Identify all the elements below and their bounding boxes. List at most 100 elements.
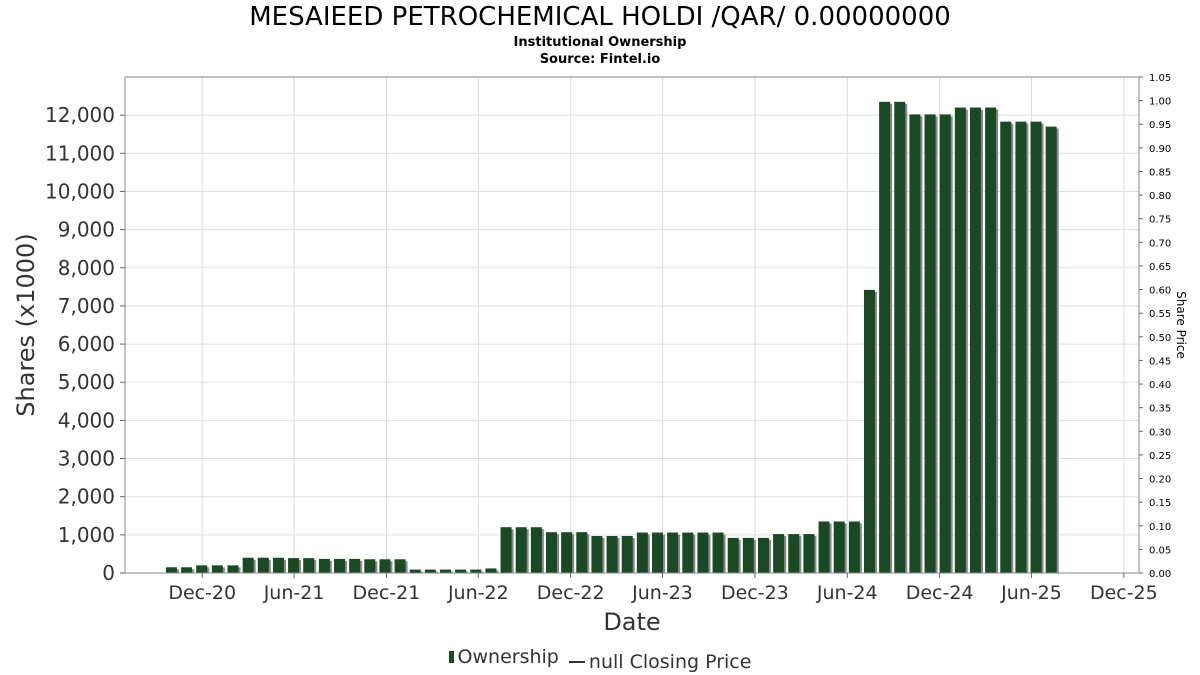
ownership-bar[interactable] bbox=[364, 559, 376, 573]
ownership-bar[interactable] bbox=[969, 107, 981, 574]
ownership-bar[interactable] bbox=[863, 289, 875, 573]
y-axis: 0 1,000 2,000 3,000 4,000 5,000 6,000 7,000 8,00… bbox=[45, 103, 125, 585]
y2-tick-label: 0.50 bbox=[1149, 333, 1171, 344]
y2-axis: 0.00 0.05 0.10 0.15 0.20 0.25 0.30 0.35 0.40 0.45… bbox=[1139, 73, 1171, 580]
y-tick-label: 7,000 bbox=[58, 294, 115, 318]
ownership-bar[interactable] bbox=[773, 534, 785, 573]
legend-closing-price[interactable]: null Closing Price bbox=[568, 651, 751, 673]
ownership-bar[interactable] bbox=[530, 527, 542, 573]
ownership-bar[interactable] bbox=[818, 521, 830, 573]
y2-tick-label: 0.65 bbox=[1149, 262, 1171, 273]
x-tick-label: Dec-22 bbox=[537, 582, 605, 604]
x-tick-label: Jun-21 bbox=[263, 582, 325, 604]
ownership-bar[interactable] bbox=[318, 558, 330, 573]
ownership-bar[interactable] bbox=[651, 532, 663, 573]
y-tick-label: 9,000 bbox=[58, 218, 115, 242]
ownership-bar[interactable] bbox=[667, 532, 679, 573]
y2-tick-label: 1.05 bbox=[1149, 73, 1171, 84]
ownership-bar[interactable] bbox=[1015, 121, 1027, 573]
y2-tick-label: 0.05 bbox=[1149, 545, 1171, 556]
y-tick-label: 5,000 bbox=[58, 370, 115, 394]
closing-price-swatch bbox=[568, 661, 585, 663]
x-tick-label: Dec-24 bbox=[906, 582, 974, 604]
y2-tick-label: 0.40 bbox=[1149, 380, 1171, 391]
ownership-bar[interactable] bbox=[788, 534, 800, 573]
x-tick-label: Dec-21 bbox=[353, 582, 421, 604]
x-tick-label: Jun-25 bbox=[1000, 582, 1062, 604]
chart-title: MESAIEED PETROCHEMICAL HOLDI /QAR/ 0.000… bbox=[249, 2, 951, 32]
ownership-bar[interactable] bbox=[576, 532, 588, 573]
ownership-bar[interactable] bbox=[196, 565, 208, 573]
y2-tick-label: 0.25 bbox=[1149, 451, 1171, 462]
y2-tick-label: 0.80 bbox=[1149, 191, 1171, 202]
ownership-bar[interactable] bbox=[424, 569, 436, 573]
y2-axis-label: Share Price bbox=[1174, 291, 1188, 359]
ownership-bar[interactable] bbox=[242, 557, 254, 573]
ownership-bar[interactable] bbox=[606, 535, 618, 573]
ownership-bar[interactable] bbox=[924, 114, 936, 573]
ownership-bar[interactable] bbox=[939, 114, 951, 573]
y2-tick-label: 0.60 bbox=[1149, 286, 1171, 297]
ownership-bar[interactable] bbox=[303, 558, 315, 573]
y-tick-label: 6,000 bbox=[58, 332, 115, 356]
y2-tick-label: 0.95 bbox=[1149, 120, 1171, 131]
ownership-bar[interactable] bbox=[712, 532, 724, 573]
y-tick-label: 3,000 bbox=[58, 447, 115, 471]
ownership-bar[interactable] bbox=[894, 101, 906, 574]
ownership-bar[interactable] bbox=[515, 527, 527, 573]
y2-tick-label: 0.20 bbox=[1149, 475, 1171, 486]
ownership-bar[interactable] bbox=[757, 537, 769, 573]
ownership-bar[interactable] bbox=[409, 569, 421, 573]
ownership-bar[interactable] bbox=[909, 114, 921, 573]
ownership-bar[interactable] bbox=[272, 557, 284, 573]
ownership-bar[interactable] bbox=[211, 565, 223, 573]
y2-tick-label: 0.30 bbox=[1149, 427, 1171, 438]
ownership-bar[interactable] bbox=[682, 532, 694, 573]
plot-area bbox=[124, 76, 1140, 574]
ownership-bar[interactable] bbox=[485, 568, 497, 573]
ownership-bar[interactable] bbox=[334, 558, 346, 573]
ownership-bar[interactable] bbox=[742, 537, 754, 573]
ownership-bar[interactable] bbox=[803, 534, 815, 573]
ownership-bar[interactable] bbox=[1045, 126, 1057, 573]
ownership-bar[interactable] bbox=[591, 535, 603, 573]
x-tick-label: Dec-20 bbox=[168, 582, 236, 604]
y2-tick-label: 0.00 bbox=[1149, 569, 1171, 580]
y-tick-label: 11,000 bbox=[45, 141, 115, 165]
ownership-bar[interactable] bbox=[181, 567, 193, 573]
y2-tick-label: 0.10 bbox=[1149, 522, 1171, 533]
ownership-bar[interactable] bbox=[257, 557, 269, 573]
ownership-bar[interactable] bbox=[848, 521, 860, 573]
ownership-bar[interactable] bbox=[379, 559, 391, 573]
x-axis-label: Date bbox=[603, 608, 660, 636]
ownership-bar[interactable] bbox=[1000, 121, 1012, 573]
y2-tick-label: 0.35 bbox=[1149, 404, 1171, 415]
legend: Ownership null Closing Price bbox=[0, 646, 1200, 673]
ownership-bar[interactable] bbox=[470, 569, 482, 573]
ownership-bar[interactable] bbox=[500, 527, 512, 573]
ownership-bar[interactable] bbox=[561, 532, 573, 573]
legend-ownership[interactable]: Ownership bbox=[448, 646, 559, 668]
ownership-bar[interactable] bbox=[227, 565, 239, 573]
ownership-bar[interactable] bbox=[440, 569, 452, 573]
ownership-bar[interactable] bbox=[545, 532, 557, 573]
ownership-bar[interactable] bbox=[621, 535, 633, 573]
ownership-bar[interactable] bbox=[1030, 121, 1042, 573]
bar-series bbox=[165, 101, 1059, 574]
ownership-swatch bbox=[448, 651, 454, 663]
ownership-bar[interactable] bbox=[349, 558, 361, 573]
ownership-bar[interactable] bbox=[697, 532, 709, 573]
ownership-bar[interactable] bbox=[165, 567, 177, 573]
x-tick-label: Jun-23 bbox=[631, 582, 693, 604]
ownership-bar[interactable] bbox=[833, 521, 845, 573]
ownership-bar[interactable] bbox=[636, 532, 648, 573]
ownership-bar[interactable] bbox=[288, 558, 300, 573]
ownership-bar[interactable] bbox=[879, 101, 891, 574]
ownership-bar[interactable] bbox=[985, 107, 997, 574]
chart-source: Source: Fintel.io bbox=[539, 52, 661, 67]
ownership-bar[interactable] bbox=[394, 559, 406, 573]
ownership-bar[interactable] bbox=[727, 537, 739, 573]
y2-tick-label: 0.45 bbox=[1149, 356, 1171, 367]
ownership-bar[interactable] bbox=[455, 569, 467, 573]
ownership-bar[interactable] bbox=[954, 107, 966, 574]
